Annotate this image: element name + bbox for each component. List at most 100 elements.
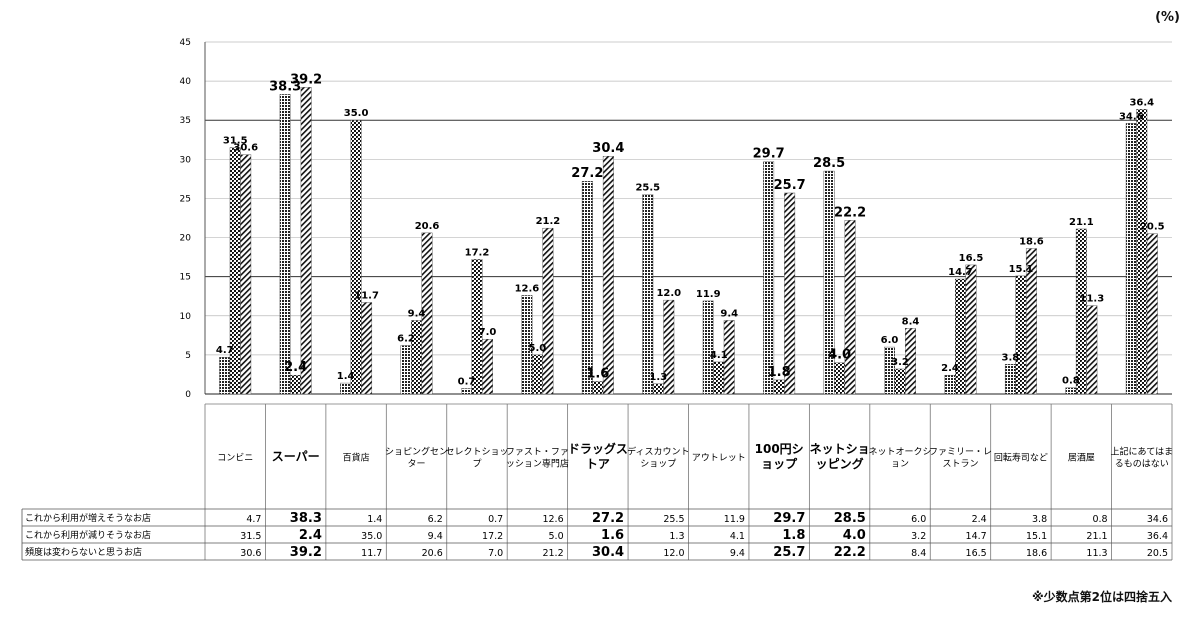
data-label: 25.5 [635,183,660,194]
data-label: 16.5 [959,253,984,264]
table-cell: 11.3 [1086,548,1107,559]
table-cell: 0.7 [488,514,503,525]
table-cell: 11.7 [361,548,382,559]
y-tick-label: 30 [180,155,192,165]
data-label: 39.2 [290,72,322,87]
data-label: 4.1 [710,350,728,361]
data-label: 14.7 [948,267,973,278]
data-label: 20.5 [1140,222,1165,233]
category-label: ファスト・ファッション専門店 [506,448,569,470]
bar [421,232,433,395]
bar [1025,248,1037,395]
bar [1125,123,1137,395]
bar [944,375,956,395]
data-label: 2.4 [941,363,959,374]
bar [723,320,735,395]
table-cell: 0.8 [1092,514,1107,525]
bar [1004,364,1016,395]
bar [350,120,362,395]
table-cell: 4.1 [730,531,745,542]
category-label: 百貨店 [343,452,370,464]
data-label: 22.2 [834,205,866,220]
bar [663,299,675,395]
table-cell: 2.4 [299,528,322,543]
bar [955,278,966,395]
table-cell: 18.6 [1026,548,1047,559]
data-label: 12.0 [656,288,681,299]
bar [784,192,796,395]
bar [542,227,554,395]
bar [400,345,412,395]
bar [834,362,846,395]
bar [602,156,614,395]
bar [581,181,593,395]
table-cell: 16.5 [966,548,987,559]
data-label: 36.4 [1129,97,1154,108]
y-tick-label: 5 [185,351,191,361]
data-label: 30.6 [233,143,258,154]
data-label: 0.8 [1062,376,1080,387]
bar [471,259,483,395]
table-cell: 39.2 [290,545,322,560]
data-label: 2.4 [284,360,307,375]
unit-label: (%) [1155,10,1180,25]
bar [763,161,775,395]
table-cell: 21.2 [542,548,563,559]
bar [1015,275,1027,395]
category-label: セレクトショップ [445,447,508,470]
bar [894,368,906,395]
bar [1075,228,1087,395]
table-cell: 12.0 [663,548,684,559]
table-cell: 22.2 [834,545,866,560]
table-cell: 20.5 [1147,548,1168,559]
table-cell: 36.4 [1147,531,1168,542]
data-label: 30.4 [592,141,624,156]
category-label: 回転寿司など [994,452,1048,464]
data-label: 7.0 [479,327,497,338]
table-cell: 14.7 [966,531,987,542]
table-cell: 5.0 [549,531,564,542]
table-cell: 8.4 [911,548,926,559]
data-label: 1.6 [586,366,609,381]
table-cell: 35.0 [361,531,382,542]
data-label: 12.6 [515,283,540,294]
y-tick-label: 40 [180,77,192,87]
table-cell: 4.0 [843,528,866,543]
bar [219,357,231,395]
bar [411,320,422,395]
data-label: 25.7 [774,178,806,193]
table-cell: 1.3 [669,531,684,542]
y-tick-label: 25 [180,194,191,204]
data-label: 34.6 [1119,111,1144,122]
table-cell: 20.6 [422,548,443,559]
table-cell: 1.6 [601,528,624,543]
y-tick-label: 45 [180,38,191,48]
table-cell: 2.4 [972,514,987,525]
data-label: 9.4 [408,308,426,319]
bar [823,170,835,395]
bar [482,339,493,395]
table-cell: 25.7 [773,545,805,560]
data-label: 35.0 [344,108,369,119]
data-label: 1.3 [649,372,667,383]
data-label: 9.4 [720,308,738,319]
category-label: ネットオークション [869,447,932,470]
bar [844,220,856,395]
data-label: 5.0 [529,343,547,354]
category-label: アウトレット [692,453,746,464]
data-label: 38.3 [269,79,301,94]
data-label: 0.7 [458,377,476,388]
bar [1086,305,1098,395]
bar [713,361,725,395]
data-label: 1.8 [768,365,791,380]
series-row-label: これから利用が増えそうなお店 [25,512,151,524]
bar [361,302,373,395]
table-cell: 4.7 [246,514,261,525]
bar [1146,233,1158,395]
table-cell: 1.8 [782,528,805,543]
table-cell: 6.0 [911,514,926,525]
bar [965,264,977,395]
data-label: 8.4 [902,316,920,327]
category-label: ファミリー・レストラン [929,448,992,470]
